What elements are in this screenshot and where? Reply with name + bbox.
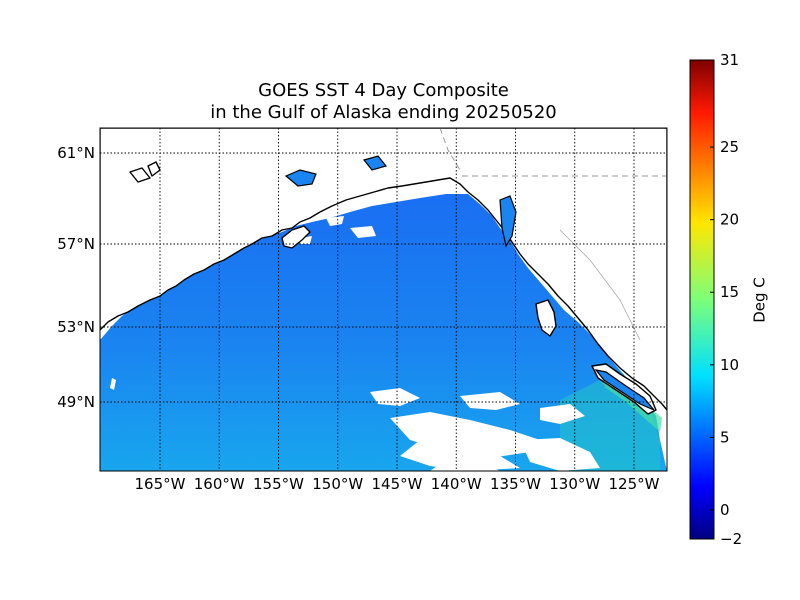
map-title-line1: GOES SST 4 Day Composite	[258, 80, 509, 101]
colorbar-tick-label: 5	[720, 428, 730, 446]
inland-waters	[284, 155, 655, 411]
map-title-line2: in the Gulf of Alaska ending 20250520	[210, 102, 557, 123]
lon-label: 125°W	[609, 475, 660, 493]
colorbar-tick-label: 31	[720, 51, 739, 69]
latitude-labels: 61°N 57°N 53°N 49°N	[57, 144, 95, 411]
colorbar-tick-label: 15	[720, 283, 739, 301]
lon-label: 150°W	[312, 475, 363, 493]
lat-label: 53°N	[57, 318, 95, 336]
lat-label: 57°N	[57, 235, 95, 253]
lon-label: 155°W	[253, 475, 304, 493]
map-frame	[99, 127, 668, 472]
colorbar-tick-label: 10	[720, 356, 739, 374]
lon-label: 140°W	[431, 475, 482, 493]
lon-label: 135°W	[490, 475, 541, 493]
lat-label: 49°N	[57, 393, 95, 411]
graticule	[100, 128, 667, 471]
colorbar-tick-label: −2	[720, 530, 742, 548]
kodiak-island	[281, 225, 311, 249]
map-layers	[100, 128, 667, 471]
colorbar	[689, 59, 715, 540]
alaska-mainland	[100, 128, 667, 411]
colorbar-tick-label: 0	[720, 501, 730, 519]
colorbar-tick-label: 20	[720, 211, 739, 229]
lon-label: 165°W	[135, 475, 186, 493]
lon-label: 130°W	[549, 475, 600, 493]
longitude-labels: 165°W 160°W 155°W 150°W 145°W 140°W 135°W 130°W…	[135, 475, 660, 493]
island-small-1	[129, 167, 151, 183]
lon-label: 160°W	[194, 475, 245, 493]
sst-field	[100, 194, 667, 471]
colorbar-ticks: 31 25 20 15 10 5 0 −2	[710, 51, 742, 548]
lat-label: 61°N	[57, 144, 95, 162]
lon-label: 145°W	[372, 475, 423, 493]
colorbar-tick-label: 25	[720, 138, 739, 156]
colorbar-label: Deg C	[751, 277, 769, 323]
political-borders	[439, 128, 667, 177]
